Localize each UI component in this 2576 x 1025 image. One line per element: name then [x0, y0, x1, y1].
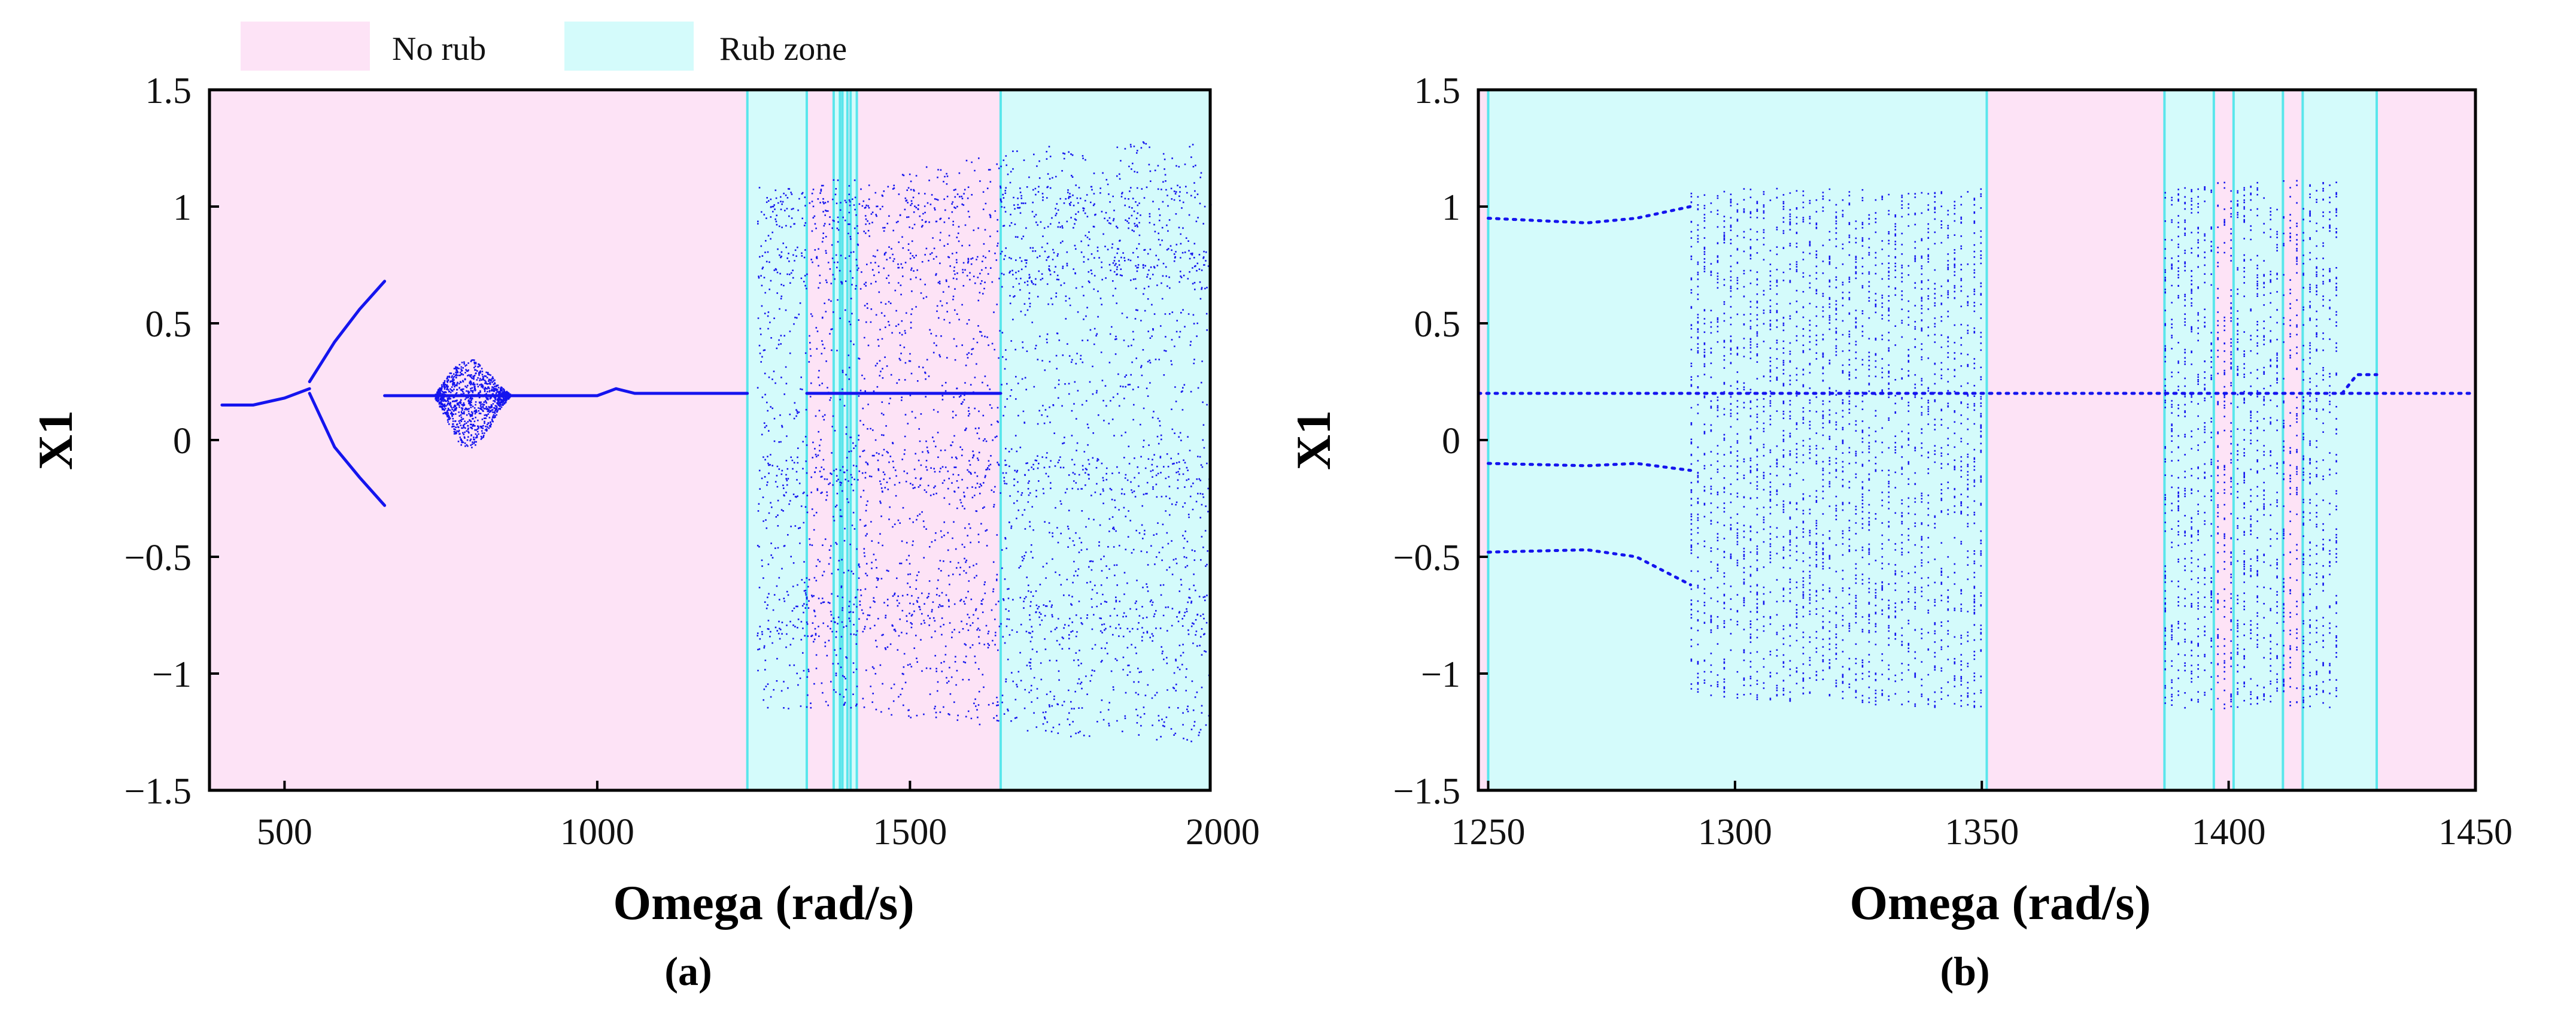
panel-b-series-period-3-middle-branch — [1486, 462, 1693, 472]
panel-b-x-tick-label: 1350 — [1945, 812, 2019, 853]
panel-b-series-period-3-lower-branch — [1486, 548, 1693, 587]
panel-a-axes: 1.5 1 0.5 0 −0.5 −1 −1.5 500 1000 1500 2000 — [124, 71, 1260, 853]
panel-b-y-tick-label: 1.5 — [1414, 71, 1461, 111]
panel-a-x-tick-label: 2000 — [1186, 812, 1260, 853]
panel-b-series-chaotic-band-1-points — [1690, 187, 1982, 708]
panel-b-x-tick-label: 1400 — [2192, 812, 2266, 853]
panel-b-y-tick-label: 1 — [1442, 187, 1460, 228]
panel-b-rub-zone-2 — [2163, 89, 2215, 792]
panel-a-series-period-1-branch-2-line — [383, 387, 749, 398]
legend-no-rub-label: No rub — [392, 31, 486, 68]
panel-a-series-period-1-branch — [220, 387, 311, 407]
panel-a-series-period-2-upper-branch-line — [308, 280, 387, 383]
panel-a-series-period-1-branch-line — [220, 387, 311, 407]
panel-b-rub-zone-4 — [2301, 89, 2378, 792]
panel-a-y-tick-label: 0 — [173, 421, 192, 462]
panel-b-background — [1478, 89, 2475, 792]
panel-a-series-chaotic-rub-response-points — [757, 141, 1212, 742]
panel-a-y-tick-label: 1 — [173, 187, 192, 228]
panel-b-label: (b) — [1940, 948, 1989, 994]
panel-b-series-chaotic-band-1 — [1690, 187, 1982, 708]
panel-b-y-tick-label: 0.5 — [1414, 304, 1461, 345]
panel-b-y-tick-label: −0.5 — [1393, 538, 1460, 578]
panel-b-series-period-3-upper-branch — [1486, 205, 1693, 225]
panel-a-series-period-2-lower-branch-line — [308, 392, 387, 507]
panel-a-label: (a) — [664, 948, 712, 994]
panel-b-x-tick-label: 1250 — [1451, 812, 1525, 853]
panel-b-series-period-2-exit-branch — [2340, 373, 2378, 395]
panel-b-rub-zone-1 — [1487, 89, 1988, 792]
panel-a-plot-data — [220, 141, 1212, 742]
panel-b-x-tick-label: 1450 — [2438, 812, 2513, 853]
panel-a-y-axis-title: X1 — [28, 410, 83, 470]
panel-a-x-tick-label: 1500 — [873, 812, 947, 853]
panel-a-series-period-2-upper-branch — [308, 280, 387, 383]
panel-a-y-tick-label: 0.5 — [145, 304, 192, 345]
panel-b-plot-data — [1477, 180, 2477, 711]
panel-b-x-axis-title: Omega (rad/s) — [1849, 875, 2150, 930]
panel-b-series-period-3-upper-branch-line — [1486, 205, 1693, 225]
legend-rub-label: Rub zone — [719, 31, 847, 68]
panel-b-series-period-3-lower-branch-line — [1486, 548, 1693, 587]
panel-a-rub-zone-2 — [832, 89, 842, 792]
panel-b-y-tick-label: −1.5 — [1393, 771, 1460, 812]
panel-b-x-tick-label: 1300 — [1698, 812, 1772, 853]
panel-a-chart: 1.5 1 0.5 0 −0.5 −1 −1.5 500 1000 1500 2000 Omega … — [28, 71, 1260, 994]
legend: No rub Rub zone — [241, 22, 847, 71]
panel-a-series-chaotic-rub-response — [757, 141, 1212, 742]
panel-a-background — [209, 89, 1212, 792]
panel-a-x-axis-title: Omega (rad/s) — [613, 875, 914, 930]
panel-a-series-quasi-periodic-band-points — [435, 359, 511, 448]
legend-rub-swatch — [564, 22, 694, 71]
panel-b-y-axis-title: X1 — [1286, 410, 1341, 470]
panel-a-rub-zone-3 — [841, 89, 849, 792]
panel-a-rub-zone-4 — [849, 89, 858, 792]
panel-a-x-tick-label: 500 — [257, 812, 312, 853]
panel-b-y-tick-label: 0 — [1442, 421, 1460, 462]
panel-a-series-period-2-lower-branch — [308, 392, 387, 507]
panel-a-y-tick-label: −0.5 — [124, 538, 192, 578]
panel-b-rub-zone-3 — [2232, 89, 2285, 792]
panel-a-series-quasi-periodic-band — [435, 359, 511, 448]
legend-no-rub-swatch — [241, 22, 370, 71]
panel-a-y-tick-label: −1.5 — [124, 771, 192, 812]
panel-b-series-period-2-exit-branch-line — [2340, 373, 2378, 395]
panel-b-series-period-3-middle-branch-line — [1486, 462, 1693, 472]
panel-a-y-tick-label: −1 — [152, 654, 192, 695]
panel-b-y-tick-label: −1 — [1421, 654, 1460, 695]
panel-a-x-tick-label: 1000 — [560, 812, 634, 853]
panel-a-series-period-1-branch-2 — [383, 387, 749, 398]
panel-a-y-tick-label: 1.5 — [145, 71, 192, 111]
